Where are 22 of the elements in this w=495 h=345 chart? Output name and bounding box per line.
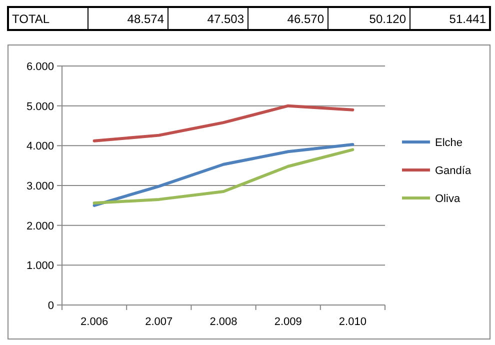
text: 47.503 — [207, 12, 244, 26]
legend-label: Elche — [435, 137, 463, 149]
y-tick-label: 2.000 — [26, 220, 54, 232]
y-tick-label: 5.000 — [26, 100, 54, 113]
x-tick-label: 2.006 — [80, 316, 108, 328]
line-series — [92, 104, 354, 142]
y-tick-label: 3.000 — [26, 180, 54, 192]
x-tick-label: 2.008 — [210, 316, 238, 328]
x-tick-label: 2.009 — [274, 316, 302, 328]
text: 50.120 — [369, 12, 406, 26]
legend-label: Gandía — [435, 165, 472, 177]
text: 48.574 — [127, 12, 164, 26]
x-tick-label: 2.010 — [338, 316, 366, 328]
y-tick-label: 6.000 — [26, 61, 54, 73]
text: 46.570 — [287, 12, 324, 26]
text: 51.441 — [449, 12, 486, 26]
legend-label: Oliva — [435, 193, 461, 205]
x-tick-label: 2.007 — [145, 316, 173, 328]
y-tick-label: 0 — [48, 300, 54, 312]
y-tick-label: 1.000 — [26, 260, 54, 272]
text: TOTAL — [12, 12, 50, 26]
y-tick-label: 4.000 — [26, 140, 54, 153]
